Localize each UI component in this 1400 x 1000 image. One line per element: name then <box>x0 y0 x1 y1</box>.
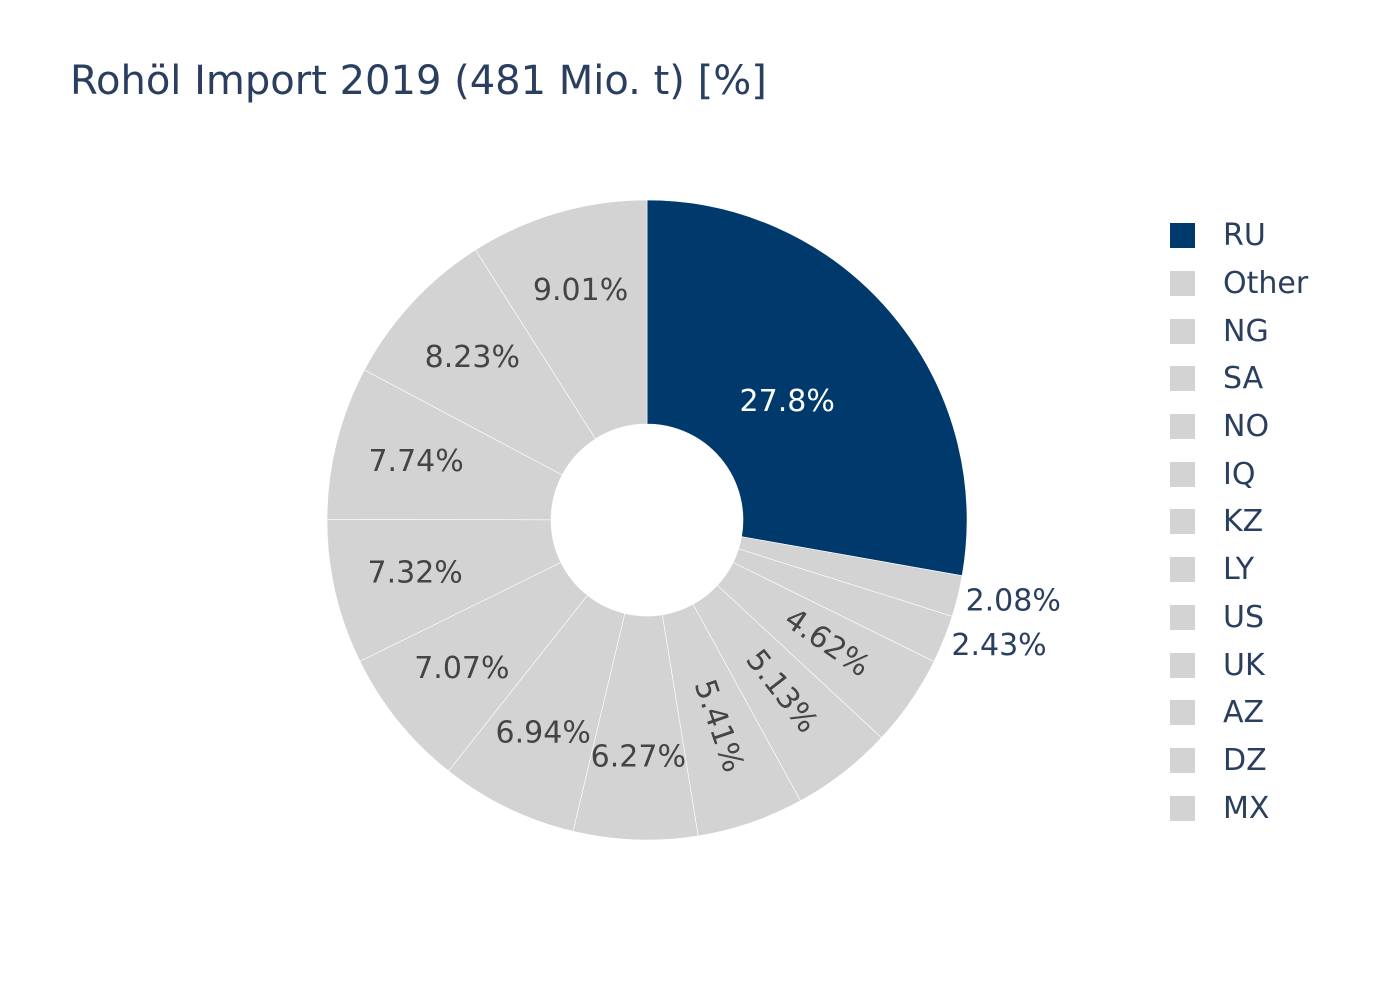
pie-slice-ru[interactable] <box>646 199 968 577</box>
legend: RU Other NG SA NO IQ KZ LY US UK AZ DZ MX <box>1170 212 1308 832</box>
legend-label: MX <box>1223 790 1270 826</box>
slice-label-ru: 27.8% <box>740 384 835 419</box>
legend-item-ru[interactable]: RU <box>1170 212 1308 260</box>
legend-swatch <box>1170 461 1195 487</box>
legend-item-us[interactable]: US <box>1170 594 1308 642</box>
legend-item-kz[interactable]: KZ <box>1170 498 1308 546</box>
legend-swatch <box>1170 604 1195 630</box>
legend-item-other[interactable]: Other <box>1170 260 1308 308</box>
slice-label-mx: 9.01% <box>533 273 628 308</box>
slice-label-ly: 6.94% <box>496 716 591 751</box>
legend-label: UK <box>1223 647 1265 683</box>
legend-label: AZ <box>1223 695 1265 731</box>
legend-item-dz[interactable]: DZ <box>1170 737 1308 785</box>
legend-label: Other <box>1223 266 1309 302</box>
pie-slice-az[interactable] <box>326 369 563 521</box>
legend-item-ng[interactable]: NG <box>1170 307 1308 355</box>
legend-swatch <box>1170 414 1195 440</box>
legend-swatch <box>1170 509 1195 535</box>
legend-swatch <box>1170 700 1195 726</box>
slice-label-us: 7.07% <box>414 651 509 686</box>
legend-label: RU <box>1223 218 1266 254</box>
pie-slice-dz[interactable] <box>363 249 596 476</box>
slice-label-other: 2.08% <box>966 584 1061 619</box>
legend-label: NG <box>1223 313 1269 349</box>
legend-label: IQ <box>1223 456 1256 492</box>
legend-item-sa[interactable]: SA <box>1170 355 1308 403</box>
legend-swatch <box>1170 223 1195 249</box>
legend-item-mx[interactable]: MX <box>1170 784 1308 832</box>
legend-item-az[interactable]: AZ <box>1170 689 1308 737</box>
legend-item-iq[interactable]: IQ <box>1170 450 1308 498</box>
legend-label: US <box>1223 599 1265 635</box>
legend-swatch <box>1170 366 1195 392</box>
legend-item-ly[interactable]: LY <box>1170 546 1308 594</box>
slice-label-az: 7.74% <box>368 444 463 479</box>
slice-label-uk: 7.32% <box>367 555 462 590</box>
pie-slice-mx[interactable] <box>475 199 648 440</box>
legend-item-no[interactable]: NO <box>1170 403 1308 451</box>
legend-label: SA <box>1223 361 1264 397</box>
legend-swatch <box>1170 271 1195 297</box>
slice-label-ng: 2.43% <box>951 628 1046 663</box>
legend-swatch <box>1170 318 1195 344</box>
chart-title: Rohöl Import 2019 (481 Mio. t) [%] <box>70 58 767 104</box>
legend-label: KZ <box>1223 504 1264 540</box>
legend-item-uk[interactable]: UK <box>1170 641 1308 689</box>
legend-label: NO <box>1223 409 1270 445</box>
legend-swatch <box>1170 652 1195 678</box>
legend-swatch <box>1170 747 1195 773</box>
legend-swatch <box>1170 795 1195 821</box>
slice-label-dz: 8.23% <box>425 340 520 375</box>
legend-label: LY <box>1223 552 1255 588</box>
slice-label-kz: 6.27% <box>591 739 686 774</box>
legend-swatch <box>1170 557 1195 583</box>
legend-label: DZ <box>1223 742 1267 778</box>
